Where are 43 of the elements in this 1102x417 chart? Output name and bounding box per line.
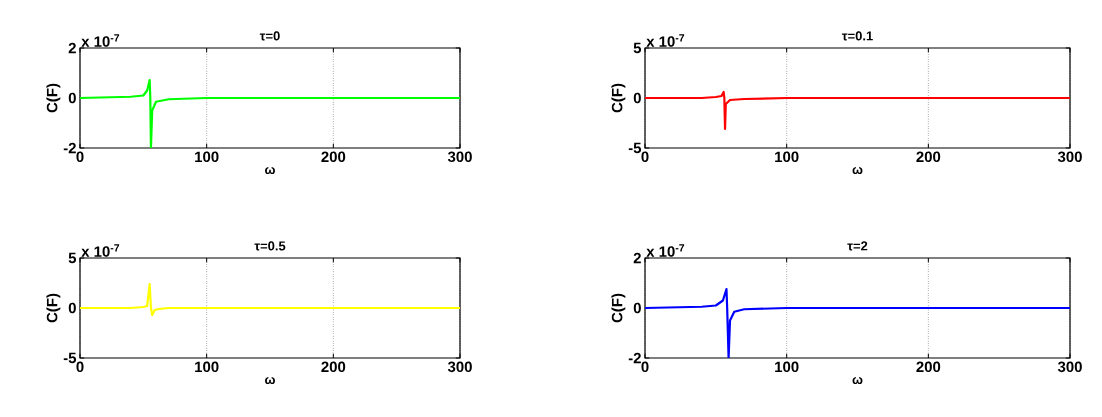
x-tick-label: 300 <box>1057 151 1082 163</box>
line-series <box>80 78 460 148</box>
x-tick-label: 300 <box>447 151 472 163</box>
y-tick-label: -5 <box>628 142 642 154</box>
y-tick-label: 5 <box>68 252 77 264</box>
y-axis-title: C(F) <box>46 83 61 113</box>
x-tick-label: 100 <box>195 361 219 373</box>
y-tick-label: 0 <box>68 302 76 314</box>
y-tick-label: 0 <box>68 92 76 104</box>
line-series <box>645 287 1071 358</box>
y-axis-title: C(F) <box>46 293 61 323</box>
text: x 10$^{-7}$ <box>81 244 120 257</box>
x-tick-label: 200 <box>321 151 346 163</box>
y-tick-label: 0 <box>633 92 641 104</box>
text: x 10$^{-7}$ <box>646 34 685 47</box>
y-tick-label: -5 <box>63 352 77 364</box>
y-axis-title: C(F) <box>611 83 626 113</box>
x-axis-title: ω <box>852 376 863 385</box>
y-axis-title: C(F) <box>611 293 626 323</box>
x-axis-title: ω <box>852 166 863 175</box>
chart-title: τ=2 <box>847 241 868 251</box>
x-axis-title: ω <box>265 166 275 175</box>
x-tick-label: 200 <box>916 151 941 163</box>
text: x 10$^{-7}$ <box>646 244 685 257</box>
y-tick-label: 0 <box>633 302 641 314</box>
y-tick-label: -2 <box>628 352 641 364</box>
x-tick-label: 100 <box>775 361 799 373</box>
chart-title: τ=0.1 <box>841 31 873 41</box>
y-tick-label: 5 <box>633 42 642 54</box>
x-tick-label: 200 <box>916 361 941 373</box>
y-tick-label: 2 <box>633 252 641 264</box>
line-series <box>645 90 1071 131</box>
x-tick-label: 100 <box>195 151 219 163</box>
x-axis-title: ω <box>265 376 275 385</box>
chart-title: τ=0.5 <box>254 241 286 251</box>
text: x 10$^{-7}$ <box>81 34 120 47</box>
x-tick-label: 300 <box>447 361 472 373</box>
x-tick-label: 300 <box>1057 361 1082 373</box>
y-tick-label: -2 <box>63 142 76 154</box>
x-tick-label: 100 <box>775 151 799 163</box>
chart-title: τ=0 <box>259 31 280 41</box>
y-tick-label: 2 <box>68 42 76 54</box>
x-tick-label: 200 <box>321 361 346 373</box>
